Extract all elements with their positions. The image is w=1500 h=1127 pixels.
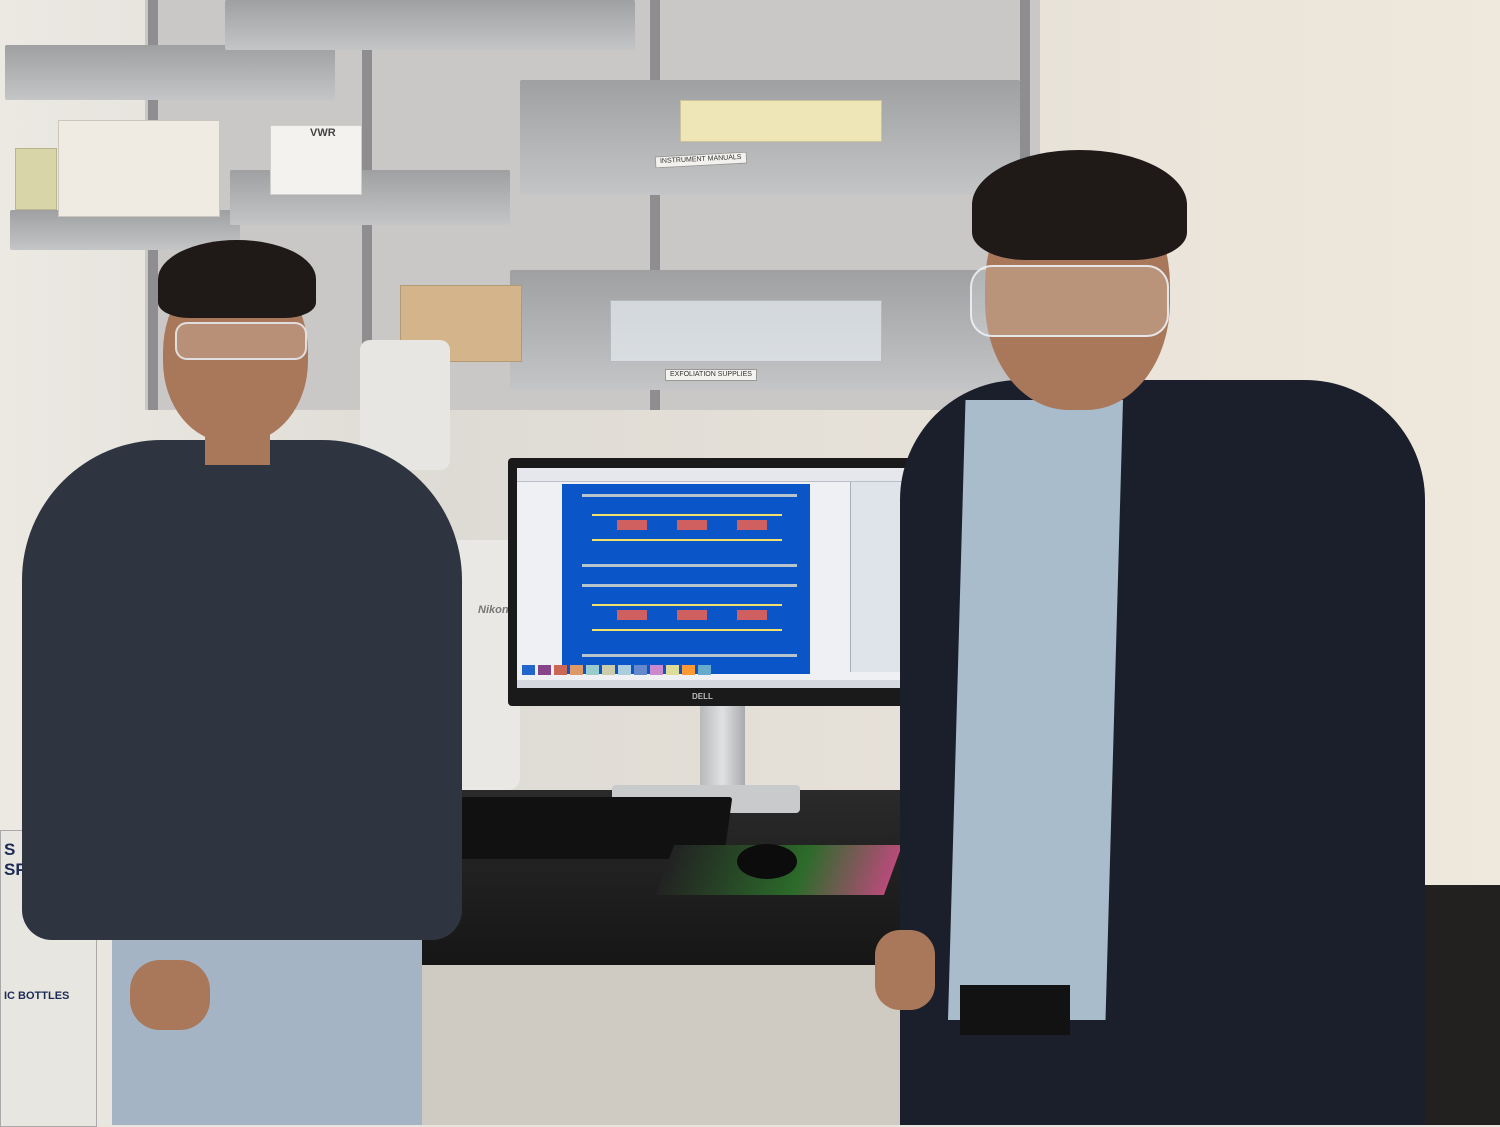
monitor-screen	[517, 468, 905, 688]
layer-palette	[522, 665, 852, 677]
dell-logo: DELL	[692, 692, 713, 701]
layout-cell	[617, 610, 647, 620]
layer-swatch	[618, 665, 631, 675]
monitor-stand	[700, 700, 745, 795]
layer-swatch	[554, 665, 567, 675]
person-left-sweater	[22, 440, 462, 940]
layout-cell	[677, 520, 707, 530]
properties-panel	[850, 482, 903, 672]
layout-wire	[592, 629, 782, 631]
layout-wire	[582, 584, 797, 587]
supply-box	[15, 148, 57, 210]
layout-wire	[592, 604, 782, 606]
vwr-box	[270, 125, 362, 195]
manuals-stack	[680, 100, 882, 142]
layer-swatch	[650, 665, 663, 675]
safety-glasses-icon	[970, 265, 1169, 337]
layer-swatch	[698, 665, 711, 675]
nikon-logo: Nikon	[478, 604, 509, 616]
layout-wire	[582, 564, 797, 567]
mouse-icon	[737, 844, 797, 879]
layout-wire	[592, 514, 782, 516]
carton-text-line: S	[4, 840, 16, 859]
shelf-label: EXFOLIATION SUPPLIES	[665, 369, 757, 381]
layout-cell	[737, 520, 767, 530]
os-taskbar	[517, 680, 905, 688]
supply-box	[58, 120, 220, 217]
layout-cell	[617, 520, 647, 530]
layout-cell	[737, 610, 767, 620]
person-left-hand	[130, 960, 210, 1030]
layout-wire	[592, 539, 782, 541]
microscope-icon	[360, 340, 450, 470]
shelf	[5, 45, 335, 100]
layer-swatch	[666, 665, 679, 675]
layer-swatch	[522, 665, 535, 675]
carton-text-line: IC BOTTLES	[4, 990, 70, 1002]
layout-wire	[582, 494, 797, 497]
person-right-hair	[972, 150, 1187, 260]
layer-swatch	[538, 665, 551, 675]
vwr-logo: VWR	[310, 127, 336, 139]
person-right-hand	[875, 930, 935, 1010]
layer-swatch	[602, 665, 615, 675]
person-right-shirt	[948, 400, 1123, 1020]
shelf	[225, 0, 635, 50]
layer-swatch	[586, 665, 599, 675]
layer-swatch	[570, 665, 583, 675]
app-toolbar	[517, 468, 905, 482]
plastic-bags	[610, 300, 882, 362]
shelf-rail	[650, 0, 660, 410]
layout-wire	[582, 654, 797, 657]
person-left-hair	[158, 240, 316, 318]
layer-swatch	[682, 665, 695, 675]
circuit-layout-canvas	[562, 484, 810, 674]
safety-glasses-icon	[175, 322, 307, 360]
person-right-belt	[960, 985, 1070, 1035]
layout-cell	[677, 610, 707, 620]
layer-swatch	[634, 665, 647, 675]
